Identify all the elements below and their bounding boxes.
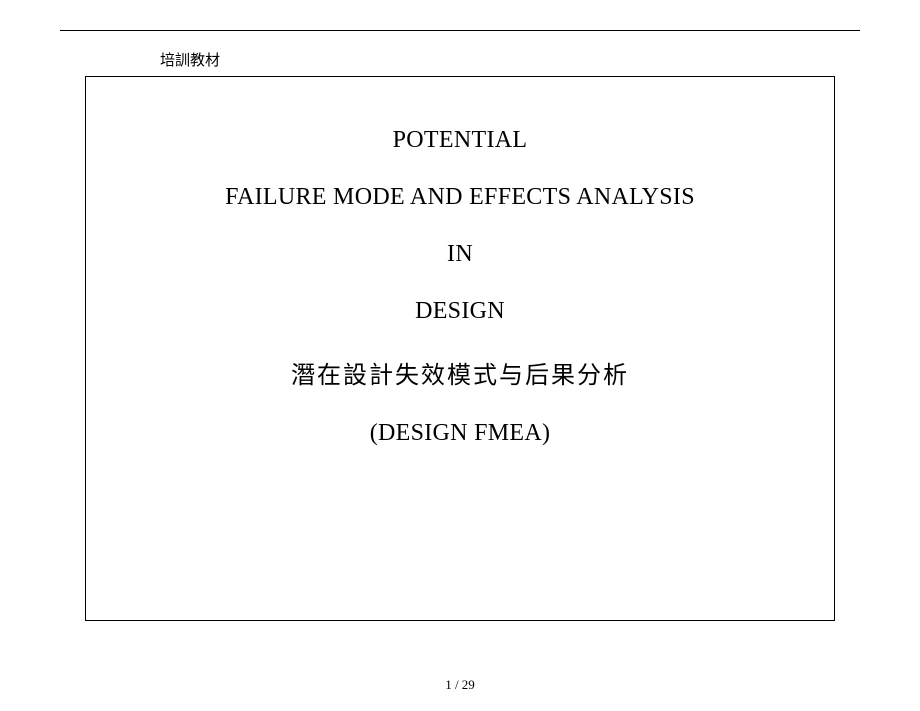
content-box: POTENTIAL FAILURE MODE AND EFFECTS ANALY… <box>85 76 835 621</box>
title-line-6: (DESIGN FMEA) <box>106 420 814 447</box>
header-label: 培訓教材 <box>160 49 860 70</box>
page-number: 1 / 29 <box>0 677 920 693</box>
title-line-1: POTENTIAL <box>106 127 814 154</box>
title-line-4: DESIGN <box>106 298 814 325</box>
page-container: 培訓教材 POTENTIAL FAILURE MODE AND EFFECTS … <box>0 0 920 711</box>
title-line-3: IN <box>106 241 814 268</box>
top-horizontal-rule <box>60 30 860 31</box>
title-line-5-chinese: 潛在設計失效模式与后果分析 <box>106 355 814 390</box>
title-line-2: FAILURE MODE AND EFFECTS ANALYSIS <box>106 184 814 211</box>
